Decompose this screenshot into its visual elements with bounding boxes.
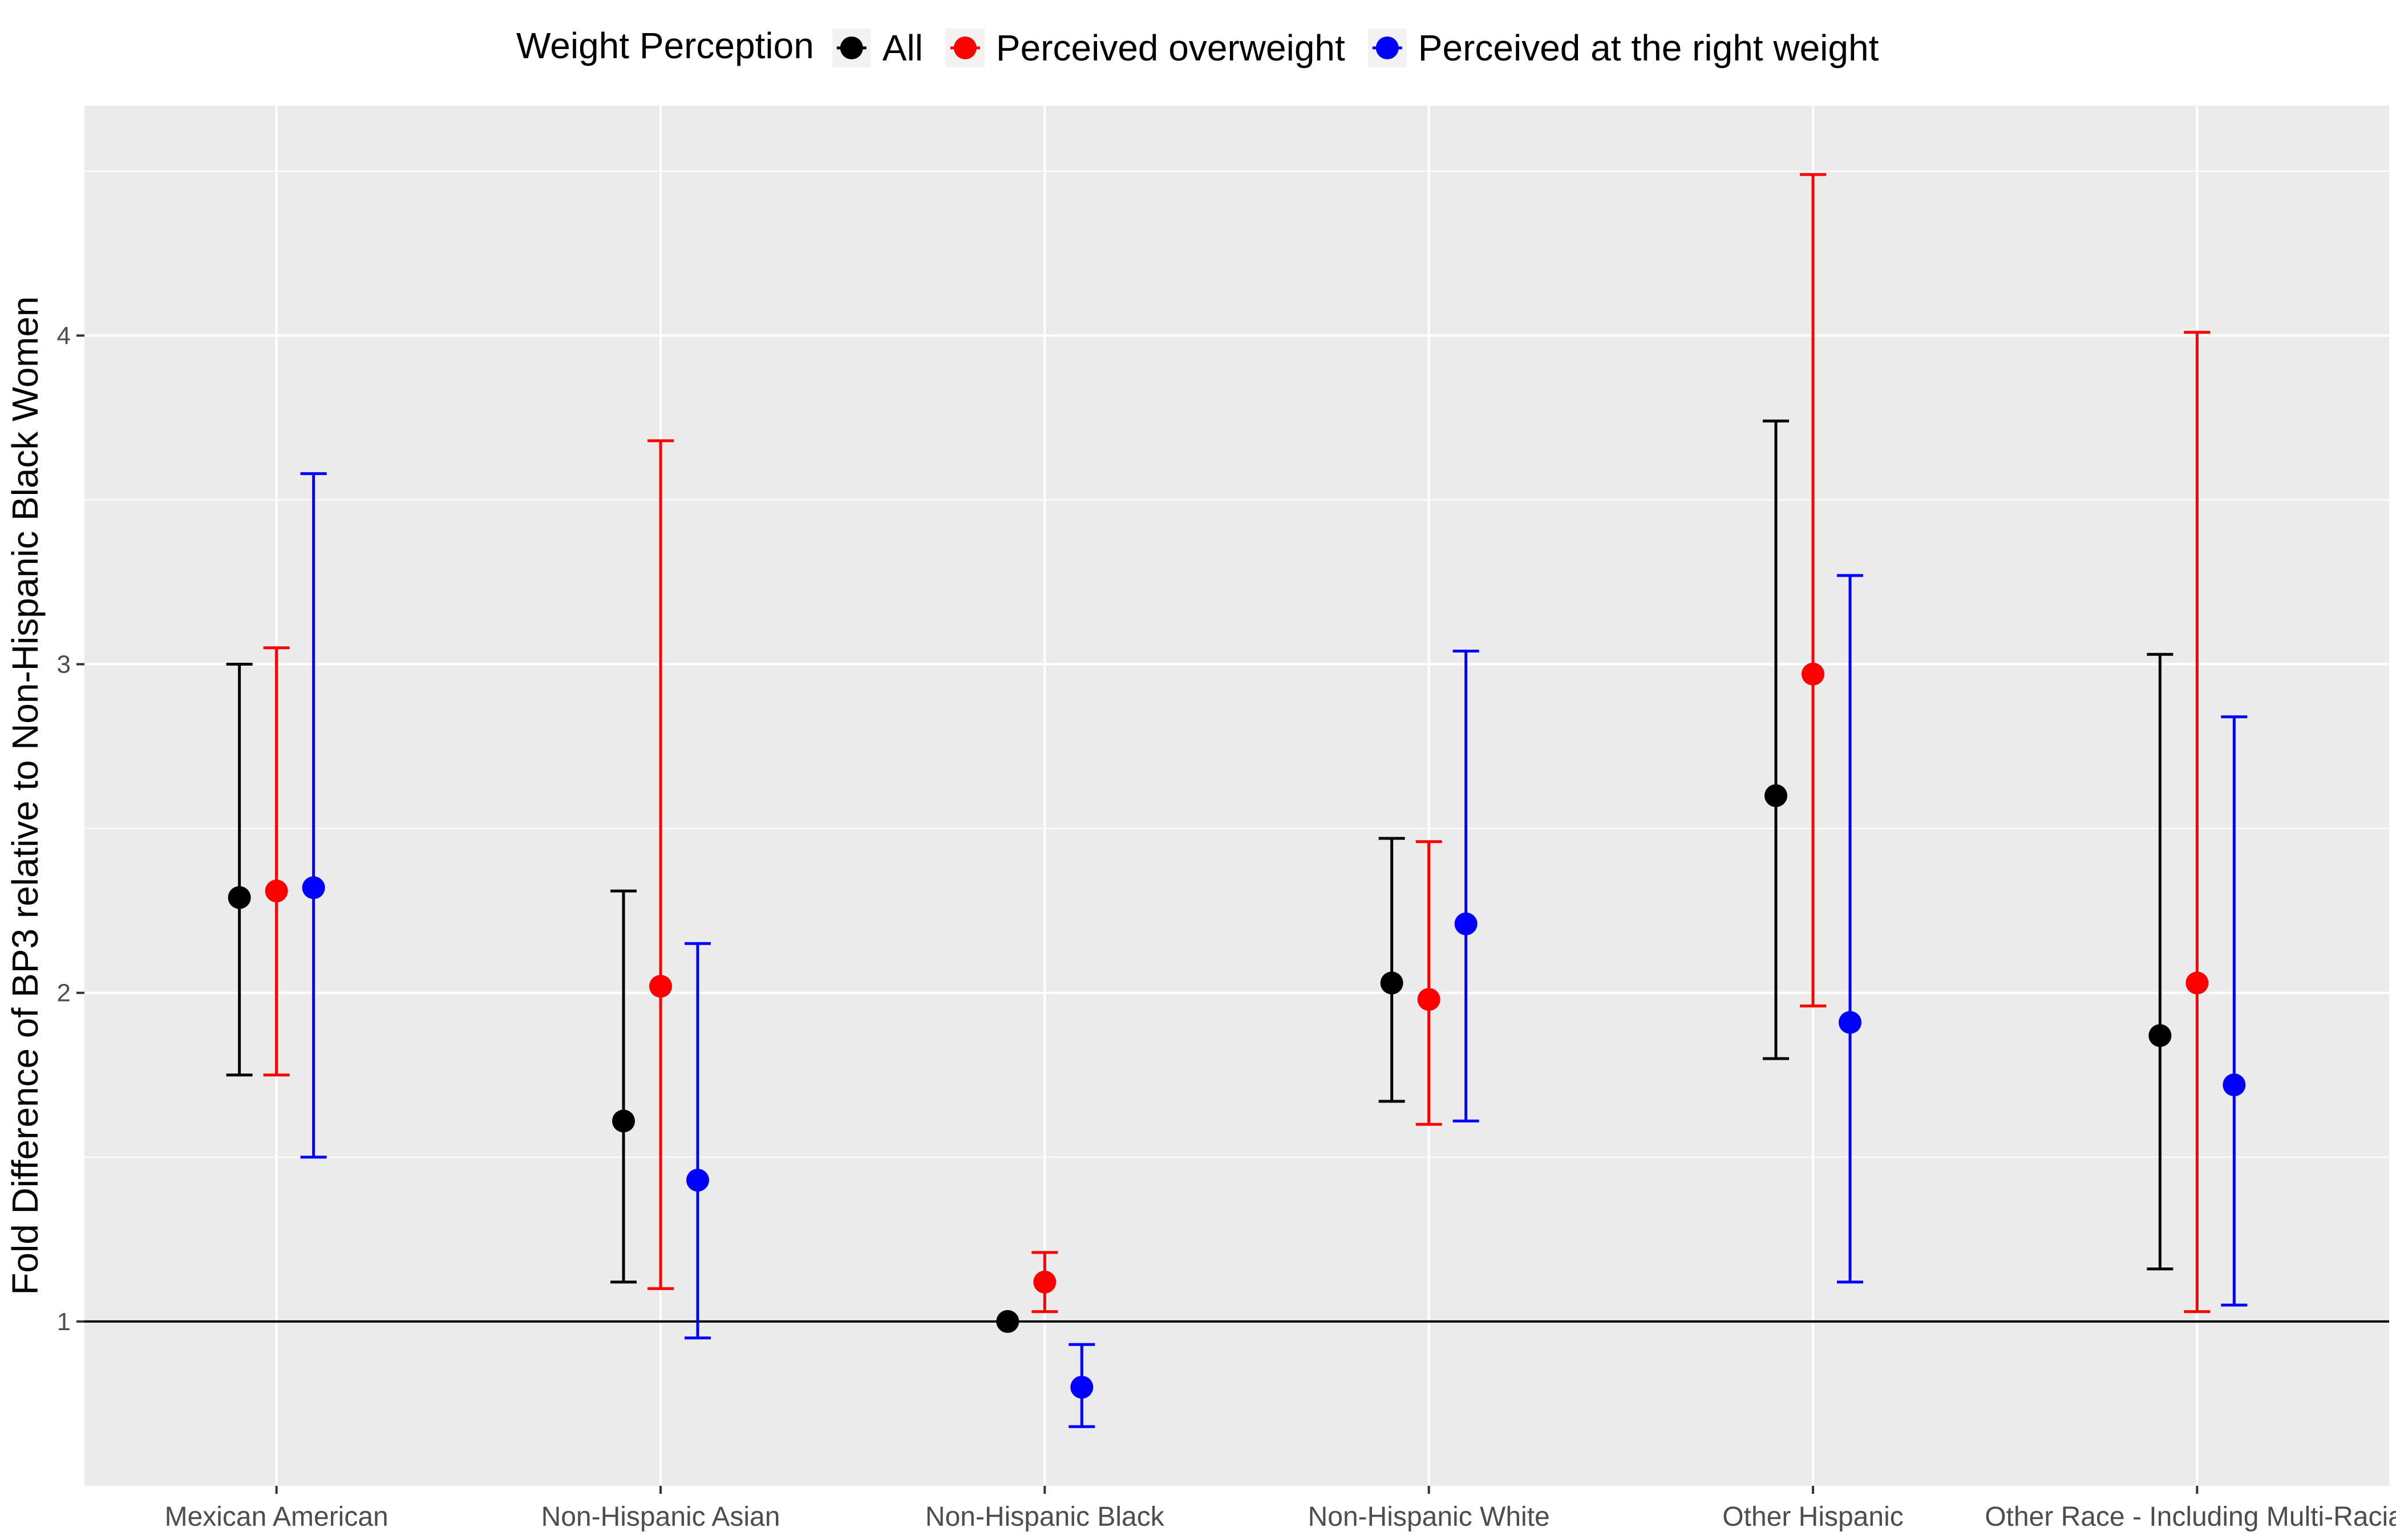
legend-item: Perceived at the right weight [1367,27,1879,68]
data-point [1070,1376,1094,1399]
data-point [1802,662,1824,686]
error-bar [1763,419,1789,1060]
x-axis: Mexican American Non-Hispanic Asian Non-Hi… [165,1486,2396,1532]
y-axis: 1 2 3 4 [57,322,84,1336]
error-bar [1837,574,1863,1284]
data-point [1454,912,1478,935]
error-bar [300,472,327,1159]
data-point [1764,784,1787,807]
data-point [302,876,325,899]
y-tick-label: 2 [57,979,71,1007]
data-point [2223,1073,2246,1097]
error-bar [2147,653,2174,1271]
error-bar [2184,331,2211,1314]
data-point [649,975,672,998]
error-bar [685,942,711,1340]
x-tick-label: Non-Hispanic Black [925,1502,1165,1532]
y-tick-label: 3 [57,651,71,679]
error-bar [2221,715,2248,1307]
y-tick-label: 4 [57,322,71,350]
error-bar [610,889,637,1284]
data-point [1380,971,1403,995]
data-point [2185,971,2209,995]
legend: Weight Perception All Perceived overweigh… [516,25,1879,68]
data-point [612,1109,635,1133]
legend-title: Weight Perception [516,25,814,66]
data-point [2148,1024,2172,1047]
legend-item: All [832,27,923,68]
data-point [228,886,251,909]
legend-key-point [953,37,977,59]
x-tick-label: Non-Hispanic White [1308,1502,1550,1532]
error-bar [1800,173,1826,1008]
x-tick-label: Non-Hispanic Asian [541,1502,780,1532]
data-point [1839,1011,1861,1034]
legend-item: Perceived overweight [945,27,1345,68]
legend-key-point [840,37,863,59]
error-bar [226,663,253,1077]
data-point [265,880,288,903]
data-point [996,1310,1019,1333]
data-point [1033,1270,1057,1294]
error-bar [263,646,290,1077]
legend-label: All [883,27,923,68]
plot-panel [84,106,2389,1486]
legend-key-point [1375,37,1399,59]
error-bar [1378,837,1405,1103]
y-tick-label: 1 [57,1308,71,1336]
legend-label: Perceived overweight [996,27,1345,68]
x-tick-label: Mexican American [165,1502,388,1532]
error-bar [647,439,674,1290]
data-point [686,1169,709,1192]
error-bar [1415,840,1442,1126]
legend-label: Perceived at the right weight [1418,27,1879,68]
error-bar [1452,649,1479,1122]
data-marks [226,173,2248,1428]
y-axis-title: Fold Difference of BP3 relative to Non-H… [5,296,46,1295]
x-tick-label: Other Race - Including Multi-Racial [1985,1502,2396,1532]
x-tick-label: Other Hispanic [1722,1502,1903,1532]
data-point [1417,988,1440,1011]
